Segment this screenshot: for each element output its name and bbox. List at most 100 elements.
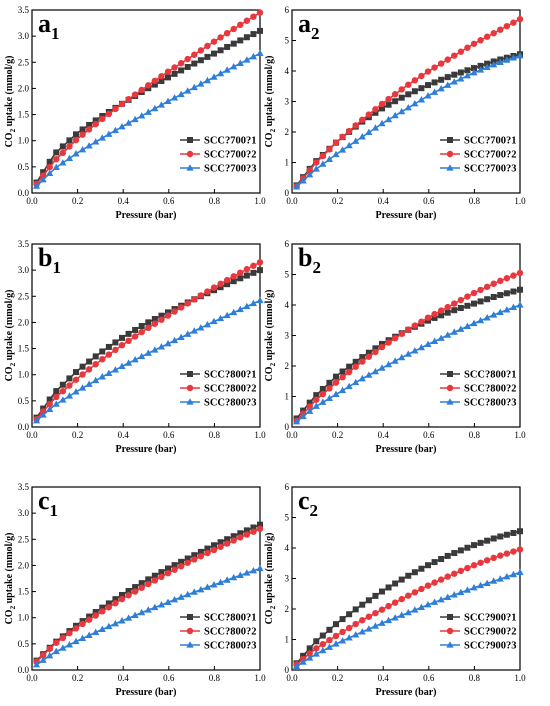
data-point — [237, 269, 244, 276]
x-tick-label: 0.8 — [469, 430, 481, 440]
data-point — [85, 631, 93, 639]
data-point — [352, 378, 360, 386]
data-point — [372, 345, 379, 352]
data-point — [444, 74, 451, 81]
data-point — [46, 158, 53, 165]
data-point — [509, 54, 518, 61]
data-point — [332, 139, 340, 146]
data-point — [32, 182, 41, 189]
data-point — [210, 50, 217, 57]
data-point — [325, 643, 334, 650]
data-point — [431, 314, 438, 321]
data-point — [503, 22, 511, 30]
data-point — [405, 326, 412, 333]
data-point — [365, 625, 373, 632]
x-axis-label: Pressure (bar) — [375, 444, 436, 455]
data-point — [164, 74, 171, 81]
data-point — [204, 288, 211, 295]
data-point — [398, 330, 405, 337]
data-point — [250, 269, 257, 276]
data-point — [325, 155, 334, 162]
data-point — [378, 606, 386, 613]
x-tick-label: 1.0 — [514, 430, 526, 440]
data-point — [470, 65, 477, 72]
data-point — [112, 596, 119, 603]
data-point — [191, 552, 198, 559]
y-tick-label: 3.5 — [18, 239, 30, 249]
data-point — [85, 616, 93, 623]
data-point — [99, 115, 106, 123]
data-point — [178, 67, 185, 74]
data-point — [256, 525, 264, 533]
data-point — [210, 73, 218, 80]
x-tick-label: 1.0 — [254, 430, 266, 440]
data-point — [177, 563, 185, 570]
data-point — [372, 106, 379, 113]
data-point — [372, 109, 379, 116]
x-tick-label: 1.0 — [254, 196, 266, 206]
data-point — [365, 128, 373, 136]
data-point — [197, 585, 205, 593]
data-point — [378, 119, 386, 127]
data-point — [313, 396, 320, 403]
data-point — [223, 29, 231, 37]
y-tick-label: 6 — [285, 239, 290, 249]
data-point — [457, 588, 465, 596]
data-point — [464, 302, 471, 309]
y-tick-label: 1 — [285, 158, 290, 168]
data-point — [184, 300, 191, 307]
data-point — [503, 550, 511, 557]
y-tick-label: 1.5 — [18, 344, 30, 354]
data-point — [138, 580, 145, 587]
data-point — [483, 283, 491, 291]
data-point — [98, 134, 106, 141]
data-point — [72, 369, 79, 376]
data-point — [237, 534, 244, 541]
data-point — [411, 88, 418, 95]
data-point — [138, 86, 145, 94]
data-point — [72, 637, 80, 645]
y-tick-label: 1.0 — [18, 136, 30, 146]
data-point — [78, 634, 87, 642]
y-tick-label: 5 — [285, 270, 290, 280]
data-point — [352, 137, 360, 144]
data-point — [503, 306, 511, 313]
data-point — [118, 591, 125, 598]
data-point — [326, 636, 333, 644]
data-point — [437, 84, 445, 92]
data-point — [313, 392, 320, 399]
legend-marker — [446, 150, 454, 158]
y-tick-label: 2.5 — [18, 534, 30, 544]
data-point — [516, 15, 524, 23]
data-point — [203, 320, 212, 328]
data-point — [470, 583, 478, 591]
legend-label: SCC?900?2 — [464, 627, 517, 638]
data-point — [217, 539, 224, 546]
data-point — [164, 598, 172, 605]
legend: SCC?700?1 SCC?700?2 SCC?700?3 — [180, 136, 257, 175]
data-point — [417, 343, 426, 351]
data-point — [299, 177, 307, 184]
data-point — [178, 558, 185, 565]
data-point — [292, 662, 301, 669]
data-point — [79, 371, 86, 378]
data-point — [124, 614, 133, 621]
data-point — [411, 606, 419, 613]
data-point — [151, 316, 158, 323]
data-point — [66, 629, 73, 637]
y-axis-label: CO2 uptake (mmol/g) — [4, 290, 17, 382]
data-point — [256, 259, 264, 266]
data-point — [99, 356, 106, 363]
legend-marker — [186, 164, 194, 171]
data-point — [339, 133, 346, 141]
data-point — [118, 100, 126, 108]
data-point — [444, 309, 451, 316]
data-point — [250, 31, 257, 38]
data-point — [371, 622, 380, 629]
y-tick-label: 6 — [285, 5, 290, 15]
data-point — [144, 349, 152, 356]
y-axis-label: CO2 uptake (mmol/g) — [264, 533, 277, 625]
data-point — [509, 570, 518, 578]
legend: SCC?800?1 SCC?800?2 SCC?800?3 — [180, 370, 257, 409]
data-point — [92, 353, 99, 360]
